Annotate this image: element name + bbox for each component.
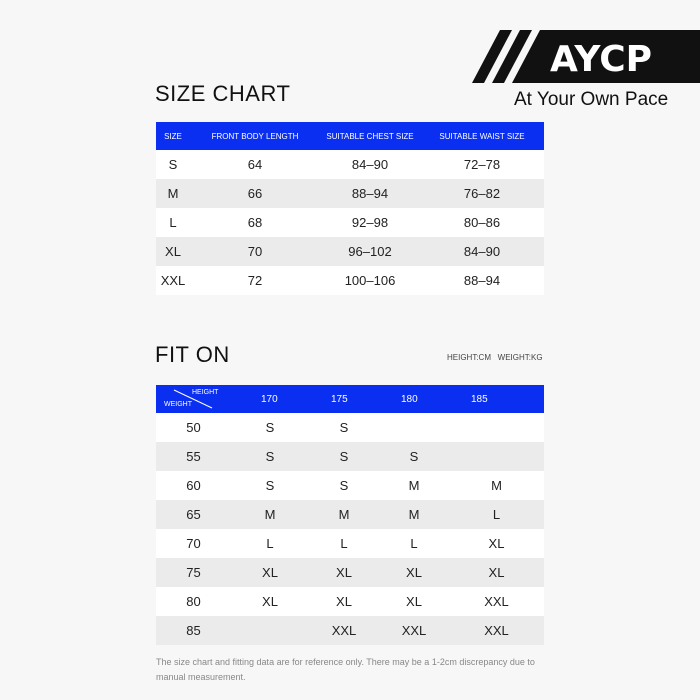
corner-header: HEIGHT WEIGHT <box>156 385 231 413</box>
table-cell: 92–98 <box>320 208 420 237</box>
header-cell: FRONT BODY LENGTH <box>190 122 320 150</box>
diagonal-line-icon <box>173 389 213 409</box>
table-cell <box>379 413 449 442</box>
table-cell: 70 <box>156 529 231 558</box>
corner-weight-label: WEIGHT <box>164 401 192 408</box>
table-cell: S <box>379 442 449 471</box>
header-cell: 170 <box>231 385 309 413</box>
table-cell: 80–86 <box>420 208 544 237</box>
table-cell: M <box>449 471 544 500</box>
table-cell: 72 <box>190 266 320 295</box>
table-cell: 66 <box>190 179 320 208</box>
table-row: 85 XXL XXL XXL <box>156 616 544 645</box>
table-cell: L <box>309 529 379 558</box>
table-cell: 88–94 <box>420 266 544 295</box>
table-cell: 80 <box>156 587 231 616</box>
table-row: 55 S S S <box>156 442 544 471</box>
table-row: 80 XL XL XL XXL <box>156 587 544 616</box>
table-cell: S <box>231 413 309 442</box>
table-cell: S <box>231 442 309 471</box>
table-cell: XL <box>449 558 544 587</box>
table-cell: XXL <box>449 587 544 616</box>
size-chart-header: SIZE FRONT BODY LENGTH SUITABLE CHEST SI… <box>156 122 544 150</box>
disclaimer-note: The size chart and fitting data are for … <box>156 657 535 682</box>
table-cell: 70 <box>190 237 320 266</box>
table-row: S 64 84–90 72–78 <box>156 150 544 179</box>
table-cell: L <box>156 208 190 237</box>
table-cell <box>449 413 544 442</box>
brand-logo: AYCP <box>472 30 700 83</box>
header-cell: 185 <box>449 385 544 413</box>
header-cell: 180 <box>379 385 449 413</box>
logo-stripes-icon: AYCP <box>472 30 700 83</box>
table-cell: 88–94 <box>320 179 420 208</box>
table-cell: M <box>309 500 379 529</box>
table-row: XL 70 96–102 84–90 <box>156 237 544 266</box>
header-cell: SUITABLE WAIST SIZE <box>420 122 544 150</box>
table-cell: XXL <box>379 616 449 645</box>
table-cell: XL <box>309 558 379 587</box>
table-cell: L <box>449 500 544 529</box>
header-cell: SIZE <box>156 122 190 150</box>
table-cell: L <box>379 529 449 558</box>
units-label: HEIGHT:CM WEIGHT:KG <box>447 353 543 362</box>
table-row: 50 S S <box>156 413 544 442</box>
table-cell <box>231 616 309 645</box>
fit-on-table: HEIGHT WEIGHT 170 175 180 185 50 S S 55 S S S 6… <box>156 385 544 645</box>
table-cell: S <box>309 413 379 442</box>
table-cell: 85 <box>156 616 231 645</box>
table-cell: XL <box>156 237 190 266</box>
size-chart-title: SIZE CHART <box>155 81 291 106</box>
table-cell: M <box>156 179 190 208</box>
table-row: 60 S S M M <box>156 471 544 500</box>
corner-height-label: HEIGHT <box>192 389 219 396</box>
table-row: L 68 92–98 80–86 <box>156 208 544 237</box>
table-cell: XL <box>379 587 449 616</box>
table-cell: M <box>231 500 309 529</box>
fit-on-header: HEIGHT WEIGHT 170 175 180 185 <box>156 385 544 413</box>
table-cell: XL <box>379 558 449 587</box>
table-cell: M <box>379 471 449 500</box>
table-row: 75 XL XL XL XL <box>156 558 544 587</box>
logo-text: AYCP <box>550 39 652 80</box>
table-cell: 76–82 <box>420 179 544 208</box>
table-cell: 55 <box>156 442 231 471</box>
table-cell: S <box>309 442 379 471</box>
table-cell: 84–90 <box>420 237 544 266</box>
table-cell: 65 <box>156 500 231 529</box>
table-cell: XL <box>309 587 379 616</box>
table-row: M 66 88–94 76–82 <box>156 179 544 208</box>
table-cell: XXL <box>449 616 544 645</box>
table-cell: M <box>379 500 449 529</box>
table-row: 70 L L L XL <box>156 529 544 558</box>
table-cell: 72–78 <box>420 150 544 179</box>
size-chart-table: SIZE FRONT BODY LENGTH SUITABLE CHEST SI… <box>156 122 544 295</box>
table-row: XXL 72 100–106 88–94 <box>156 266 544 295</box>
table-cell: XL <box>449 529 544 558</box>
table-cell: S <box>156 150 190 179</box>
table-row: 65 M M M L <box>156 500 544 529</box>
table-cell: 100–106 <box>320 266 420 295</box>
table-cell: XXL <box>156 266 190 295</box>
table-cell: 60 <box>156 471 231 500</box>
table-cell: S <box>309 471 379 500</box>
table-cell: 68 <box>190 208 320 237</box>
header-cell: 175 <box>309 385 379 413</box>
table-cell: 84–90 <box>320 150 420 179</box>
table-cell: XL <box>231 558 309 587</box>
fit-on-title: FIT ON <box>155 342 230 367</box>
table-cell: L <box>231 529 309 558</box>
table-cell: XXL <box>309 616 379 645</box>
table-cell: 50 <box>156 413 231 442</box>
brand-tagline: At Your Own Pace <box>514 89 669 110</box>
table-cell <box>449 442 544 471</box>
table-cell: 64 <box>190 150 320 179</box>
table-cell: 75 <box>156 558 231 587</box>
header-cell: SUITABLE CHEST SIZE <box>320 122 420 150</box>
table-cell: XL <box>231 587 309 616</box>
table-cell: S <box>231 471 309 500</box>
table-cell: 96–102 <box>320 237 420 266</box>
